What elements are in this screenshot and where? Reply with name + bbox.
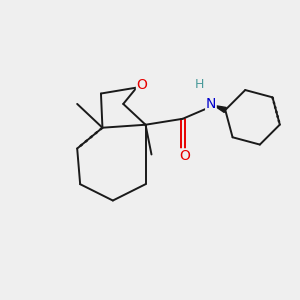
Polygon shape	[214, 105, 226, 112]
Text: O: O	[136, 78, 147, 92]
Text: H: H	[194, 77, 204, 91]
Text: O: O	[180, 149, 190, 163]
Text: N: N	[206, 97, 216, 111]
